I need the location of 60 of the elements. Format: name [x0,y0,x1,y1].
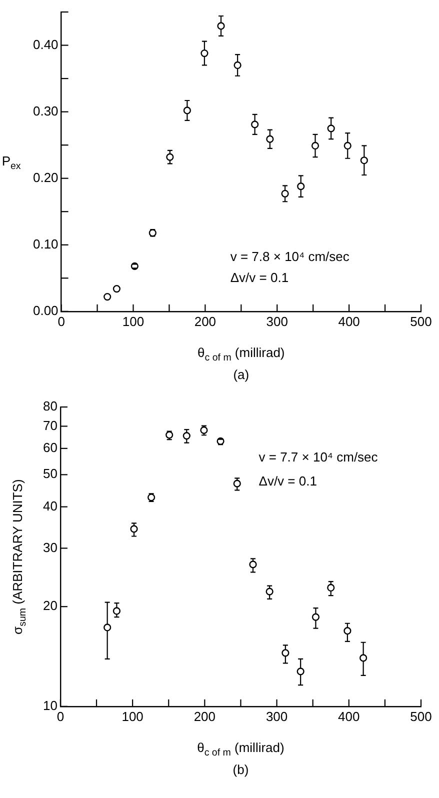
y-tick-label: 50 [42,466,58,482]
point [183,106,191,114]
x-tick-label: 300 [266,314,288,329]
y-tick-label: 70 [42,418,58,433]
text: (a) [233,366,250,382]
point [130,525,138,533]
point [104,624,112,632]
y-tick-label: 20 [42,598,58,614]
point [112,284,120,293]
point [251,120,259,128]
point [344,627,352,635]
point [166,153,174,161]
x-tick-label: 100 [122,708,144,724]
y-tick-label: 0.30 [32,103,58,118]
point [344,142,352,150]
point [281,190,289,198]
x-tick-label: 300 [266,708,288,724]
y-tick-label: 10 [42,698,58,713]
point [233,480,241,488]
y-tick-label: 40 [42,498,58,514]
x-tick-label: 0 [58,314,65,329]
point [296,668,304,676]
annotation: v = 7.7 × 10⁴ cm/sec [258,449,378,464]
point [266,588,274,596]
annotation: Δv/v = 0.1 [258,473,317,488]
y-tick-label: 30 [42,540,58,555]
point [112,607,121,615]
annotation: v = 7.8 × 10⁴ cm/sec [230,249,350,264]
x-tick-label: 200 [194,708,216,724]
point [266,135,274,143]
annotation: Δv/v = 0.1 [230,270,289,286]
point [200,49,208,58]
point [311,142,320,150]
point [249,560,257,568]
point [217,22,225,30]
y-tick-label: 0.20 [32,170,58,185]
x-tick-label: 400 [338,314,360,329]
point [327,584,335,592]
point [182,432,190,440]
y-tick-label: 0.10 [32,236,58,252]
x-tick-label: 500 [410,314,432,329]
point [234,61,242,70]
x-tick-label: 400 [338,708,360,724]
y-axis-title: σsum (ARBITRARY UNITS) [10,479,29,634]
point [297,182,305,190]
y-tick-label: 0.40 [32,36,58,52]
point [360,156,368,164]
point [312,613,320,621]
y-tick-label: 60 [42,440,58,455]
point [104,292,112,301]
point [327,124,335,132]
y-tick-label: 0.00 [32,302,58,318]
x-tick-label: 500 [410,708,432,724]
point [360,654,368,662]
x-tick-label: 100 [122,314,144,329]
point [282,649,290,657]
text: (b) [232,762,249,777]
y-tick-label: 80 [42,398,58,414]
x-tick-label: 0 [56,708,64,724]
x-tick-label: 200 [194,314,216,329]
